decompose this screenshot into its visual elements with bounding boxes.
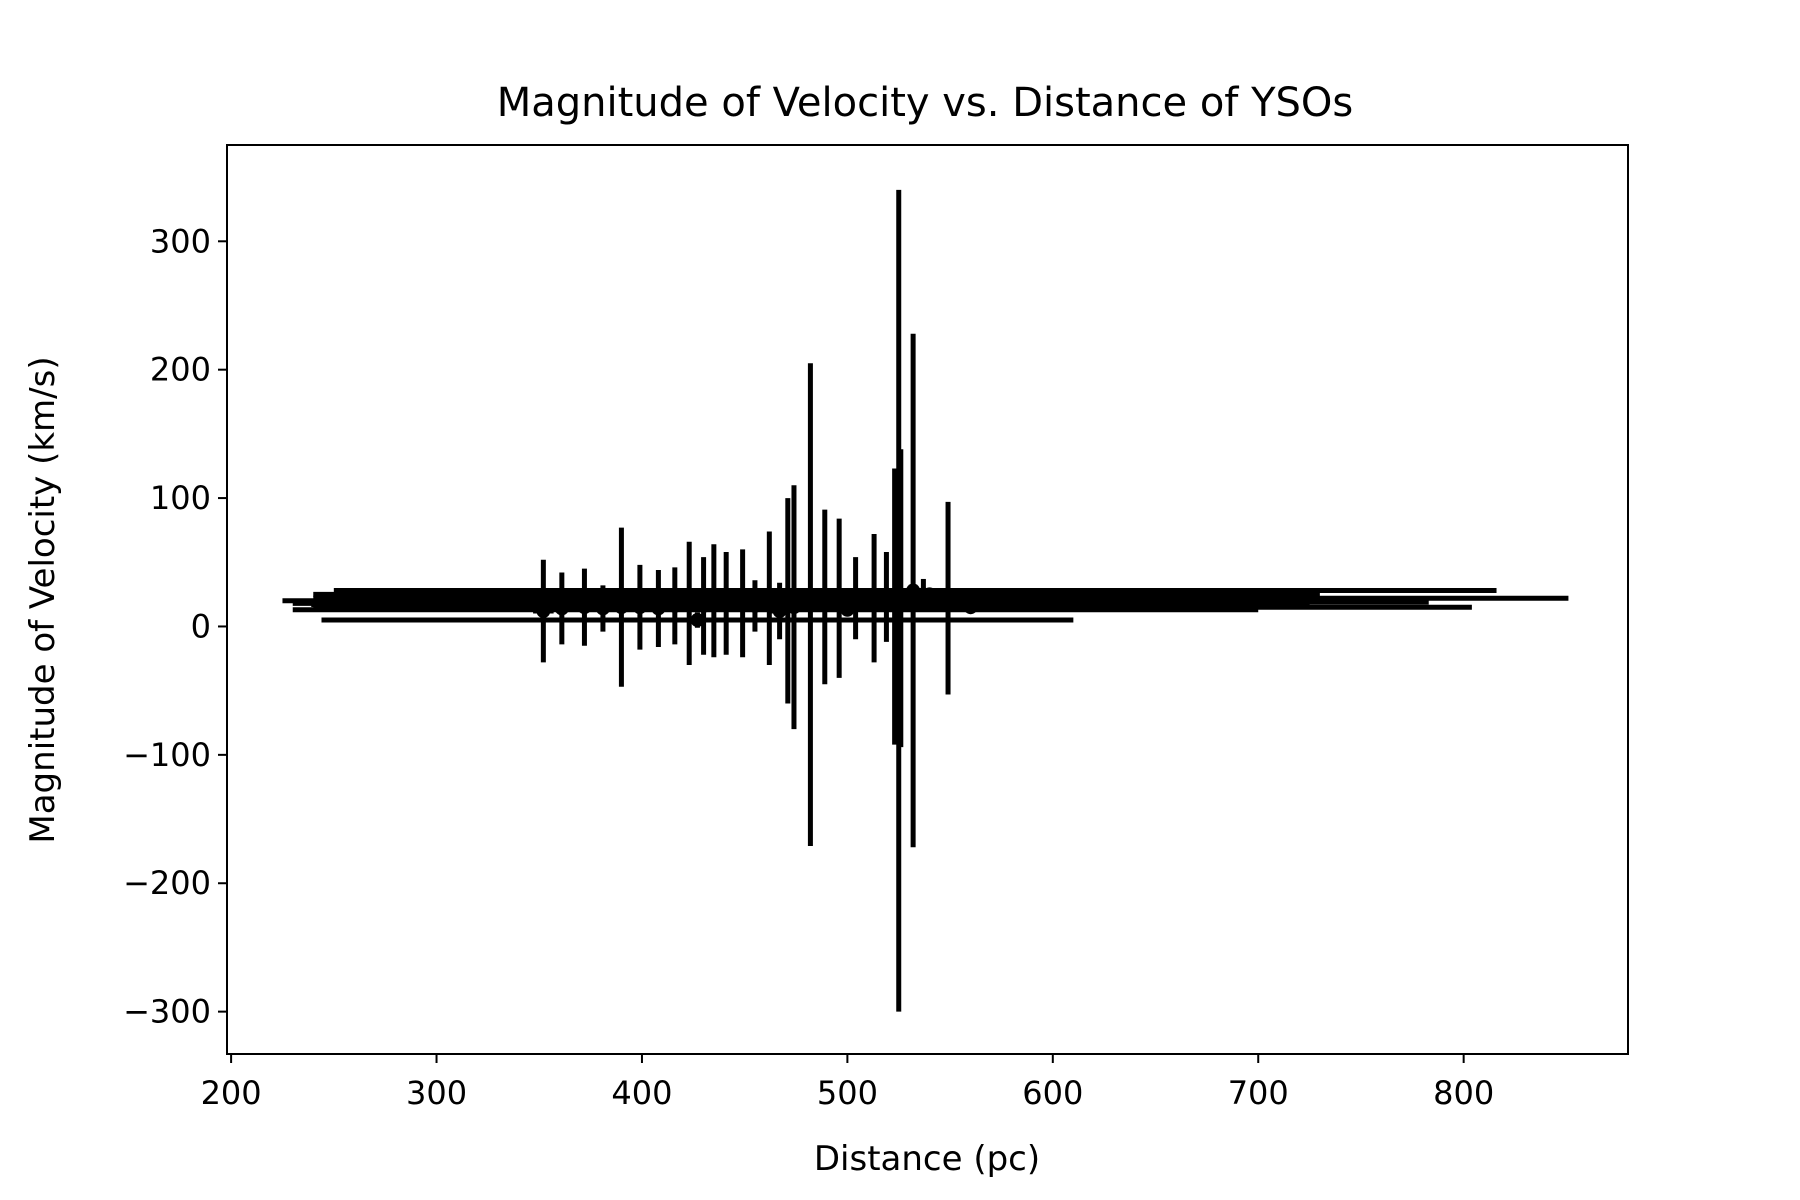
plot-marks bbox=[282, 189, 1569, 1012]
x-tick-label: 800 bbox=[1433, 1074, 1494, 1112]
y-tick-label: 300 bbox=[150, 222, 211, 260]
x-tick-label: 500 bbox=[817, 1074, 878, 1112]
x-tick-label: 300 bbox=[406, 1074, 467, 1112]
x-tick-label: 200 bbox=[201, 1074, 262, 1112]
x-tick-label: 700 bbox=[1228, 1074, 1289, 1112]
y-tick-label: −200 bbox=[123, 864, 211, 902]
y-tick-label: 100 bbox=[150, 479, 211, 517]
data-point bbox=[690, 613, 705, 628]
data-point bbox=[922, 587, 937, 602]
data-point bbox=[840, 595, 855, 610]
x-tick-label: 400 bbox=[611, 1074, 672, 1112]
y-axis-label: Magnitude of Velocity (km/s) bbox=[23, 356, 63, 843]
plot-area-frame bbox=[226, 144, 1629, 1055]
x-tick-label: 600 bbox=[1022, 1074, 1083, 1112]
y-tick-label: 200 bbox=[150, 351, 211, 389]
y-tick-label: 0 bbox=[191, 607, 211, 645]
x-axis-ticks: 200 300 400 500 600 700 800 bbox=[201, 1054, 1494, 1112]
chart-title: Magnitude of Velocity vs. Distance of YS… bbox=[497, 80, 1354, 126]
x-axis-label: Distance (pc) bbox=[814, 1139, 1040, 1179]
y-tick-label: −300 bbox=[123, 993, 211, 1031]
y-tick-label: −100 bbox=[123, 736, 211, 774]
y-axis-ticks: −300 −200 −100 0 100 200 300 bbox=[123, 222, 227, 1031]
